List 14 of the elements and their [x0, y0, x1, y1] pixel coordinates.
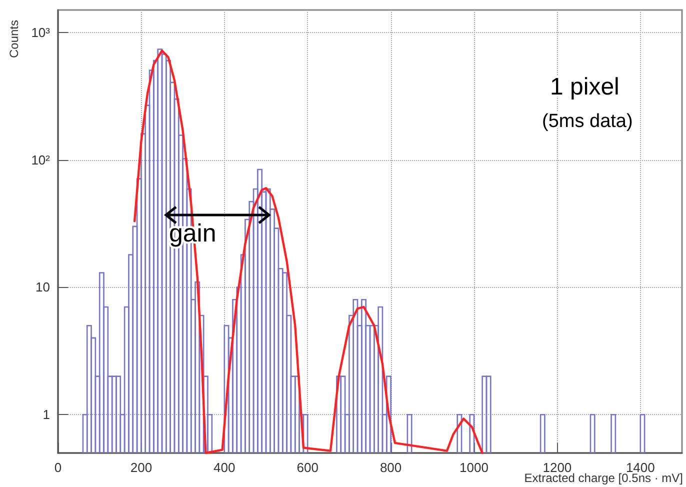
x-tick-label: 200 [130, 460, 152, 475]
y-tick-label: 1 [42, 407, 50, 422]
y-tick-label: 10³ [31, 24, 51, 40]
x-tick-label: 600 [296, 460, 318, 475]
line-series [133, 50, 484, 454]
y-axis-title: Counts [7, 20, 21, 58]
x-tick-label: 0 [54, 460, 62, 475]
annotation: (5ms data) [542, 111, 633, 132]
y-tick-label: 10 [36, 280, 50, 295]
y-tick-label: 10² [31, 152, 51, 168]
x-tick-label: 400 [214, 460, 236, 475]
annotation: 1 pixel [550, 74, 620, 100]
x-tick-label: 800 [380, 460, 402, 475]
x-tick-label: 1000 [460, 460, 488, 475]
